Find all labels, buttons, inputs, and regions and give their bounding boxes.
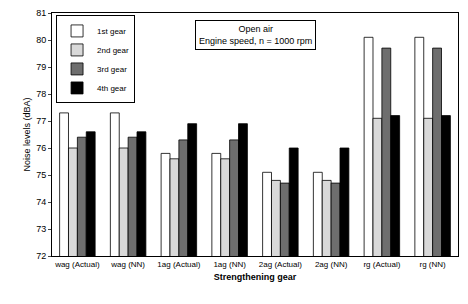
svg-text:81: 81: [36, 8, 46, 18]
svg-text:72: 72: [36, 251, 46, 261]
svg-text:80: 80: [36, 35, 46, 45]
svg-text:74: 74: [36, 197, 46, 207]
svg-text:1ag (Actual): 1ag (Actual): [157, 260, 200, 269]
svg-text:73: 73: [36, 224, 46, 234]
svg-text:wag (NN): wag (NN): [110, 260, 145, 269]
svg-text:1ag (NN): 1ag (NN): [213, 260, 246, 269]
svg-text:rg (NN): rg (NN): [420, 260, 447, 269]
svg-text:Noise levels (dBA): Noise levels (dBA): [22, 97, 32, 171]
svg-text:Open airEngine speed, n = 1000: Open airEngine speed, n = 1000 rpm: [199, 24, 312, 46]
svg-text:wag (Actual): wag (Actual): [54, 260, 100, 269]
svg-text:78: 78: [36, 89, 46, 99]
svg-text:Strengthening gear: Strengthening gear: [214, 272, 297, 282]
svg-text:2ag (NN): 2ag (NN): [315, 260, 348, 269]
svg-text:rg (Actual): rg (Actual): [363, 260, 400, 269]
svg-text:1st gear: 1st gear: [97, 27, 126, 36]
svg-text:2ag (Actual): 2ag (Actual): [259, 260, 302, 269]
svg-text:2nd gear: 2nd gear: [97, 46, 129, 55]
svg-text:79: 79: [36, 62, 46, 72]
svg-text:3rd gear: 3rd gear: [97, 65, 127, 74]
svg-text:4th gear: 4th gear: [97, 84, 127, 93]
svg-text:75: 75: [36, 170, 46, 180]
svg-text:76: 76: [36, 143, 46, 153]
svg-text:77: 77: [36, 116, 46, 126]
